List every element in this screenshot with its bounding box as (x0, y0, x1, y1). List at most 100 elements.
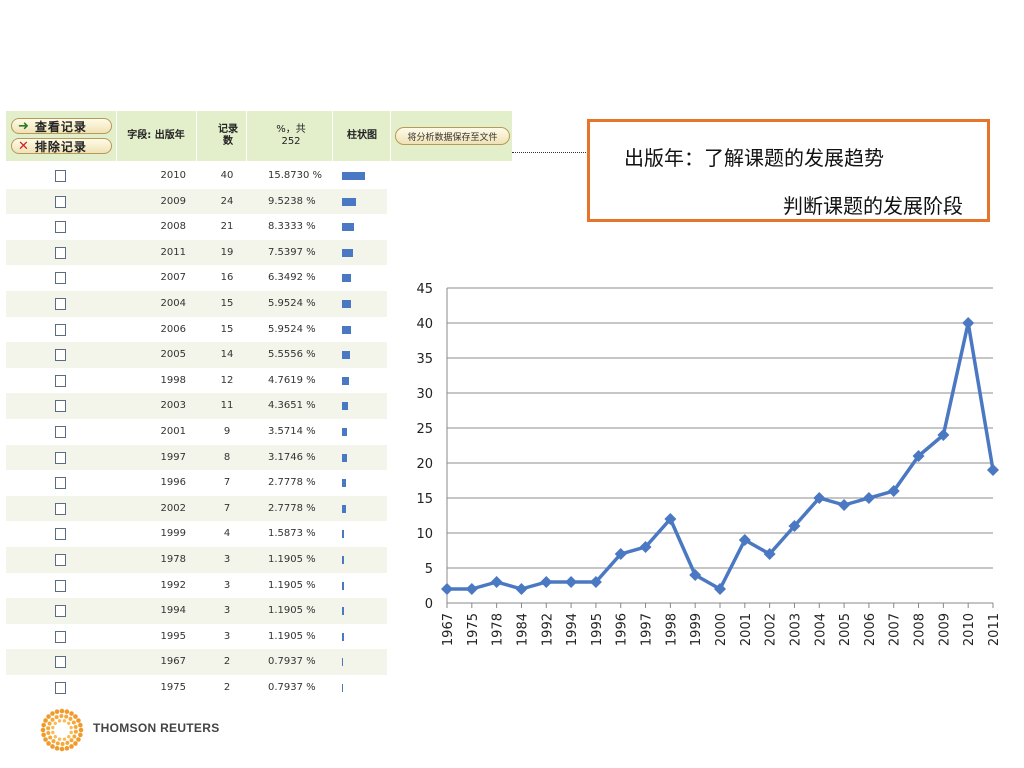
row-count: 4 (223, 528, 231, 540)
row-checkbox[interactable] (55, 170, 66, 182)
row-checkbox[interactable] (55, 554, 66, 566)
data-point (664, 513, 677, 525)
table-row: 1992 3 1.1905 % (6, 573, 387, 599)
row-bar (342, 504, 346, 513)
row-year: 2002 (160, 502, 186, 514)
row-checkbox[interactable] (55, 630, 66, 643)
exclude-records-label: 排除记录 (34, 139, 87, 154)
row-percent: 8.3333 % (268, 221, 316, 233)
x-tick-label: 2008 (913, 613, 928, 646)
logo-dot (72, 734, 77, 739)
logo-dot (69, 744, 74, 749)
row-bar (342, 351, 350, 360)
row-percent: 1.1905 % (268, 554, 316, 565)
logo-dot (54, 746, 60, 751)
row-checkbox[interactable] (55, 272, 66, 285)
logo-dot (59, 714, 64, 719)
row-count: 11 (220, 400, 234, 412)
x-tick-label: 1999 (689, 613, 704, 646)
row-count: 40 (220, 170, 234, 181)
row-checkbox[interactable] (55, 195, 66, 208)
save-analysis-button[interactable]: 将分析数据保存至文件 (395, 127, 510, 145)
row-count: 3 (223, 554, 231, 565)
logo-dot (67, 735, 71, 739)
logo-dot (59, 708, 65, 714)
data-point (689, 569, 702, 581)
row-bar (342, 530, 344, 539)
logo-dot (78, 732, 83, 738)
row-checkbox[interactable] (55, 298, 66, 310)
line-chart: 0 5 10 15 20 25 30 35 40 45 1967 1975 1978 1984 1992 19… (416, 282, 1002, 646)
row-percent: 4.7619 % (268, 374, 316, 386)
data-point (714, 583, 726, 595)
x-tick-label: 2004 (813, 613, 828, 646)
table-row: 2005 14 5.5556 % (6, 342, 387, 368)
row-checkbox[interactable] (55, 579, 66, 592)
logo-dot (51, 730, 55, 735)
data-point (887, 485, 900, 497)
row-year: 1967 (160, 656, 186, 668)
y-tick-label: 15 (416, 492, 433, 507)
row-count: 14 (220, 349, 234, 361)
data-point (490, 576, 503, 588)
table-row: 2006 15 5.9524 % (6, 317, 387, 343)
x-tick-label: 2000 (714, 613, 729, 646)
row-bar (342, 556, 344, 564)
logo-dot (57, 719, 62, 723)
data-point (813, 492, 826, 504)
logo-dot (76, 737, 81, 742)
thomson-reuters-logo (40, 708, 84, 752)
table-row: 1978 3 1.1905 % (6, 547, 387, 573)
logo-dot (41, 722, 46, 728)
table-row: 1994 3 1.1905 % (6, 598, 387, 624)
row-checkbox[interactable] (55, 502, 66, 515)
logo-dot (67, 721, 71, 725)
row-checkbox[interactable] (55, 656, 66, 669)
row-checkbox[interactable] (55, 451, 66, 464)
logo-dot (69, 725, 73, 730)
row-checkbox[interactable] (55, 374, 66, 387)
logo-dot (46, 731, 51, 736)
row-checkbox[interactable] (55, 477, 66, 490)
data-point (738, 534, 751, 546)
exclude-records-button[interactable]: ✕ 排除记录 (11, 138, 112, 154)
data-point (987, 464, 999, 476)
x-tick-label: 2003 (788, 613, 803, 646)
row-year: 2010 (160, 170, 186, 181)
data-point (515, 583, 528, 595)
row-checkbox[interactable] (55, 682, 66, 694)
row-bar (342, 479, 346, 488)
header-field: 字段: 出版年 (127, 130, 185, 141)
row-checkbox[interactable] (55, 349, 66, 362)
arrow-right-icon: ➜ (18, 118, 30, 134)
table-row: 2007 16 6.3492 % (6, 265, 387, 291)
row-checkbox[interactable] (55, 426, 66, 438)
logo-dot (64, 709, 70, 714)
row-checkbox[interactable] (55, 605, 66, 618)
view-records-button[interactable]: ➜ 查看记录 (11, 118, 112, 134)
row-count: 9 (223, 426, 231, 437)
table-row: 2009 24 9.5238 % (6, 188, 387, 215)
logo-dot (73, 724, 78, 729)
data-point (565, 576, 578, 588)
row-checkbox[interactable] (55, 323, 66, 336)
logo-dot (76, 718, 81, 723)
logo-dot (55, 741, 60, 746)
row-checkbox[interactable] (55, 528, 66, 541)
logo-dot (62, 737, 67, 741)
x-tick-label: 1996 (615, 613, 630, 646)
row-bar (342, 223, 354, 232)
row-checkbox[interactable] (55, 221, 66, 234)
x-tick-label: 2002 (764, 613, 779, 646)
logo-dot (41, 732, 46, 738)
row-checkbox[interactable] (55, 246, 66, 259)
row-bar (342, 581, 344, 590)
data-point (962, 317, 975, 329)
row-checkbox[interactable] (55, 400, 66, 413)
table-row: 1995 3 1.1905 % (6, 624, 387, 650)
row-year: 1975 (160, 682, 186, 693)
table-row: 1997 8 3.1746 % (6, 444, 387, 471)
row-bar (342, 428, 347, 436)
row-percent: 3.5714 % (268, 426, 316, 437)
row-percent: 15.8730 % (268, 170, 323, 181)
